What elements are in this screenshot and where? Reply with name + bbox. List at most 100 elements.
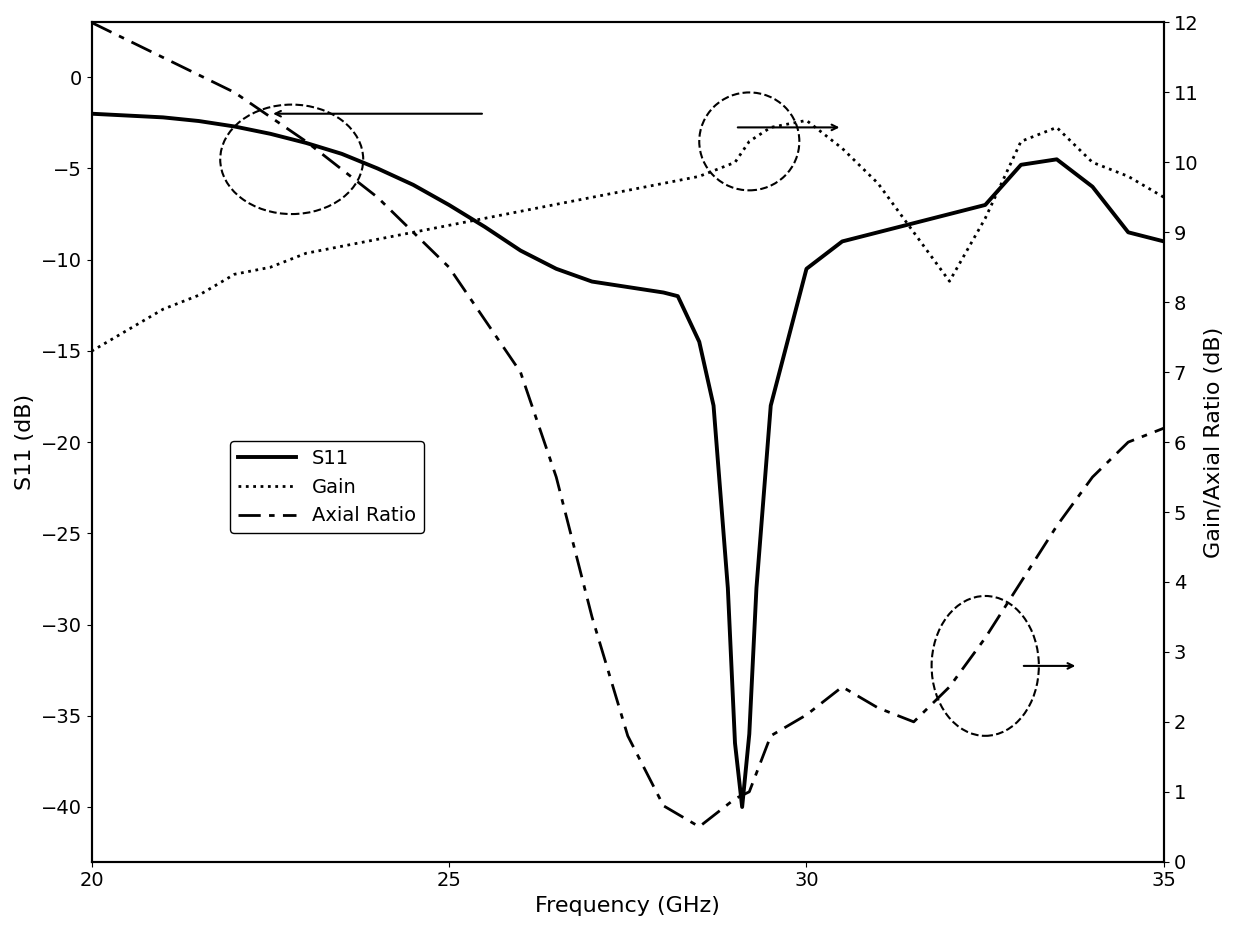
S11 <box>84 108 99 119</box>
Gain <box>799 115 814 126</box>
S11 <box>735 802 750 813</box>
Gain <box>156 304 171 315</box>
Axial Ratio <box>978 632 992 643</box>
Gain <box>585 192 600 203</box>
Axial Ratio <box>906 716 921 727</box>
Gain <box>120 325 135 336</box>
S11 <box>978 199 992 210</box>
Gain <box>227 269 242 280</box>
X-axis label: Frequency (GHz): Frequency (GHz) <box>535 896 720 916</box>
S11 <box>441 199 456 210</box>
Axial Ratio <box>299 136 313 147</box>
Axial Ratio <box>727 793 742 804</box>
Gain <box>84 345 99 357</box>
Axial Ratio <box>1085 471 1100 482</box>
Axial Ratio <box>835 681 850 693</box>
Axial Ratio <box>513 367 528 378</box>
S11 <box>727 737 742 749</box>
S11 <box>120 110 135 121</box>
Gain <box>1014 136 1028 147</box>
Axial Ratio <box>657 800 672 811</box>
S11 <box>1121 227 1136 238</box>
Axial Ratio <box>84 17 99 28</box>
S11 <box>513 245 528 256</box>
S11 <box>706 400 721 412</box>
Gain <box>191 290 206 301</box>
S11 <box>657 287 672 298</box>
S11 <box>691 336 706 347</box>
Axial Ratio <box>621 730 636 741</box>
Axial Ratio <box>1049 520 1064 532</box>
S11 <box>942 209 957 220</box>
Gain <box>335 241 349 252</box>
Gain <box>370 234 385 245</box>
Axial Ratio <box>871 702 886 713</box>
Line: Gain: Gain <box>92 120 1163 351</box>
S11 <box>1014 159 1028 170</box>
Legend: S11, Gain, Axial Ratio: S11, Gain, Axial Ratio <box>230 441 424 533</box>
Axial Ratio <box>549 471 564 482</box>
S11 <box>299 138 313 149</box>
Gain <box>742 136 757 147</box>
Axial Ratio <box>691 821 706 832</box>
Line: Axial Ratio: Axial Ratio <box>92 22 1163 827</box>
S11 <box>370 163 385 174</box>
S11 <box>750 583 764 594</box>
S11 <box>670 290 685 302</box>
Gain <box>871 178 886 189</box>
Gain <box>441 220 456 231</box>
Line: S11: S11 <box>92 114 1163 807</box>
Axial Ratio <box>942 681 957 693</box>
S11 <box>263 128 278 140</box>
Gain <box>513 206 528 217</box>
Gain <box>906 227 921 238</box>
Gain <box>263 262 278 273</box>
S11 <box>191 115 206 127</box>
Axial Ratio <box>1121 437 1136 448</box>
S11 <box>1085 182 1100 193</box>
S11 <box>871 227 886 238</box>
Gain <box>406 227 421 238</box>
Gain <box>1049 122 1064 133</box>
S11 <box>835 236 850 247</box>
Gain <box>1156 192 1171 203</box>
Gain <box>942 276 957 287</box>
Axial Ratio <box>799 709 814 721</box>
Gain <box>299 248 313 259</box>
Gain <box>763 122 778 133</box>
Gain <box>549 198 564 209</box>
Gain <box>727 156 742 168</box>
Gain <box>978 212 992 223</box>
Axial Ratio <box>742 786 757 797</box>
Gain <box>477 212 492 223</box>
Axial Ratio <box>1014 576 1028 587</box>
S11 <box>906 218 921 229</box>
Gain <box>657 178 672 189</box>
Y-axis label: S11 (dB): S11 (dB) <box>15 394 35 491</box>
S11 <box>406 180 421 191</box>
Gain <box>1121 170 1136 182</box>
S11 <box>335 148 349 159</box>
Axial Ratio <box>227 87 242 98</box>
S11 <box>585 276 600 287</box>
Gain <box>621 184 636 196</box>
Gain <box>835 142 850 154</box>
S11 <box>549 263 564 275</box>
Axial Ratio <box>441 262 456 273</box>
S11 <box>477 222 492 233</box>
S11 <box>799 263 814 275</box>
S11 <box>1156 236 1171 247</box>
Axial Ratio <box>585 612 600 623</box>
S11 <box>621 281 636 292</box>
Y-axis label: Gain/Axial Ratio (dB): Gain/Axial Ratio (dB) <box>1204 327 1224 558</box>
S11 <box>763 400 778 412</box>
Gain <box>691 170 706 182</box>
S11 <box>742 728 757 739</box>
Axial Ratio <box>763 730 778 741</box>
S11 <box>156 112 171 123</box>
S11 <box>720 583 735 594</box>
Axial Ratio <box>1156 423 1171 434</box>
Gain <box>1085 156 1100 168</box>
Axial Ratio <box>370 192 385 203</box>
S11 <box>1049 154 1064 165</box>
